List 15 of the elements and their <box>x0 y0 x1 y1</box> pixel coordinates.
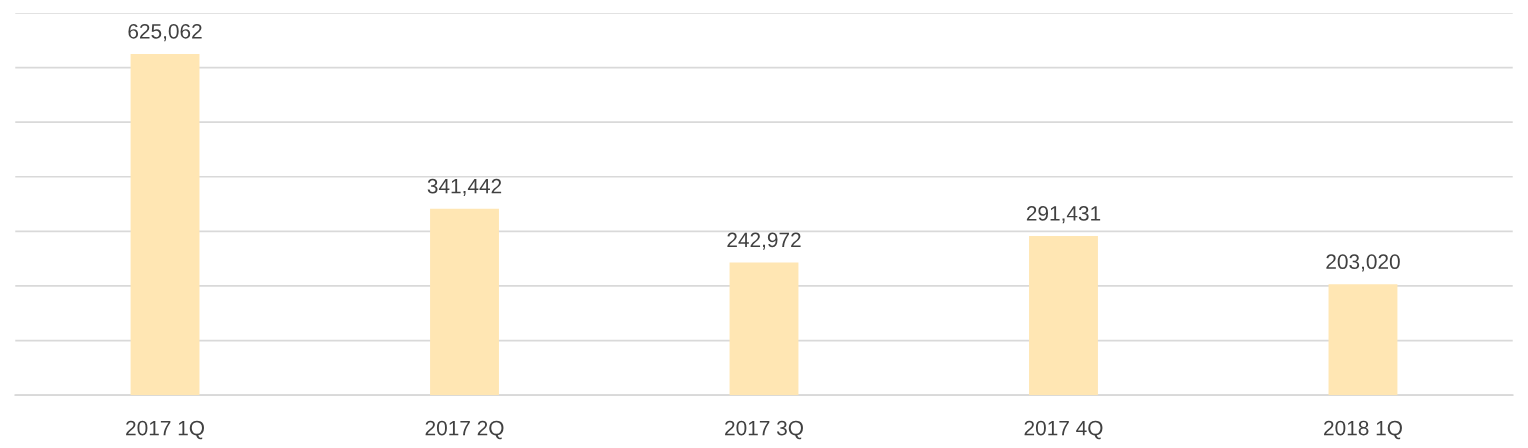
x-tick-label: 2017 3Q <box>725 420 803 440</box>
bar <box>729 262 799 396</box>
bar <box>130 53 200 396</box>
data-label: 625,062 <box>128 23 202 42</box>
data-label: 291,431 <box>1026 206 1101 224</box>
bar <box>1029 236 1098 396</box>
bar <box>1328 284 1398 396</box>
x-tick-label: 2017 1Q <box>126 420 204 440</box>
data-label: 242,972 <box>727 232 801 250</box>
data-label: 203,020 <box>1326 254 1400 272</box>
x-tick-label: 2017 2Q <box>425 420 504 440</box>
data-label: 341,442 <box>427 178 502 196</box>
x-tick-label: 2017 4Q <box>1024 420 1103 440</box>
bar <box>430 208 499 396</box>
x-tick-label: 2018 1Q <box>1324 420 1402 440</box>
